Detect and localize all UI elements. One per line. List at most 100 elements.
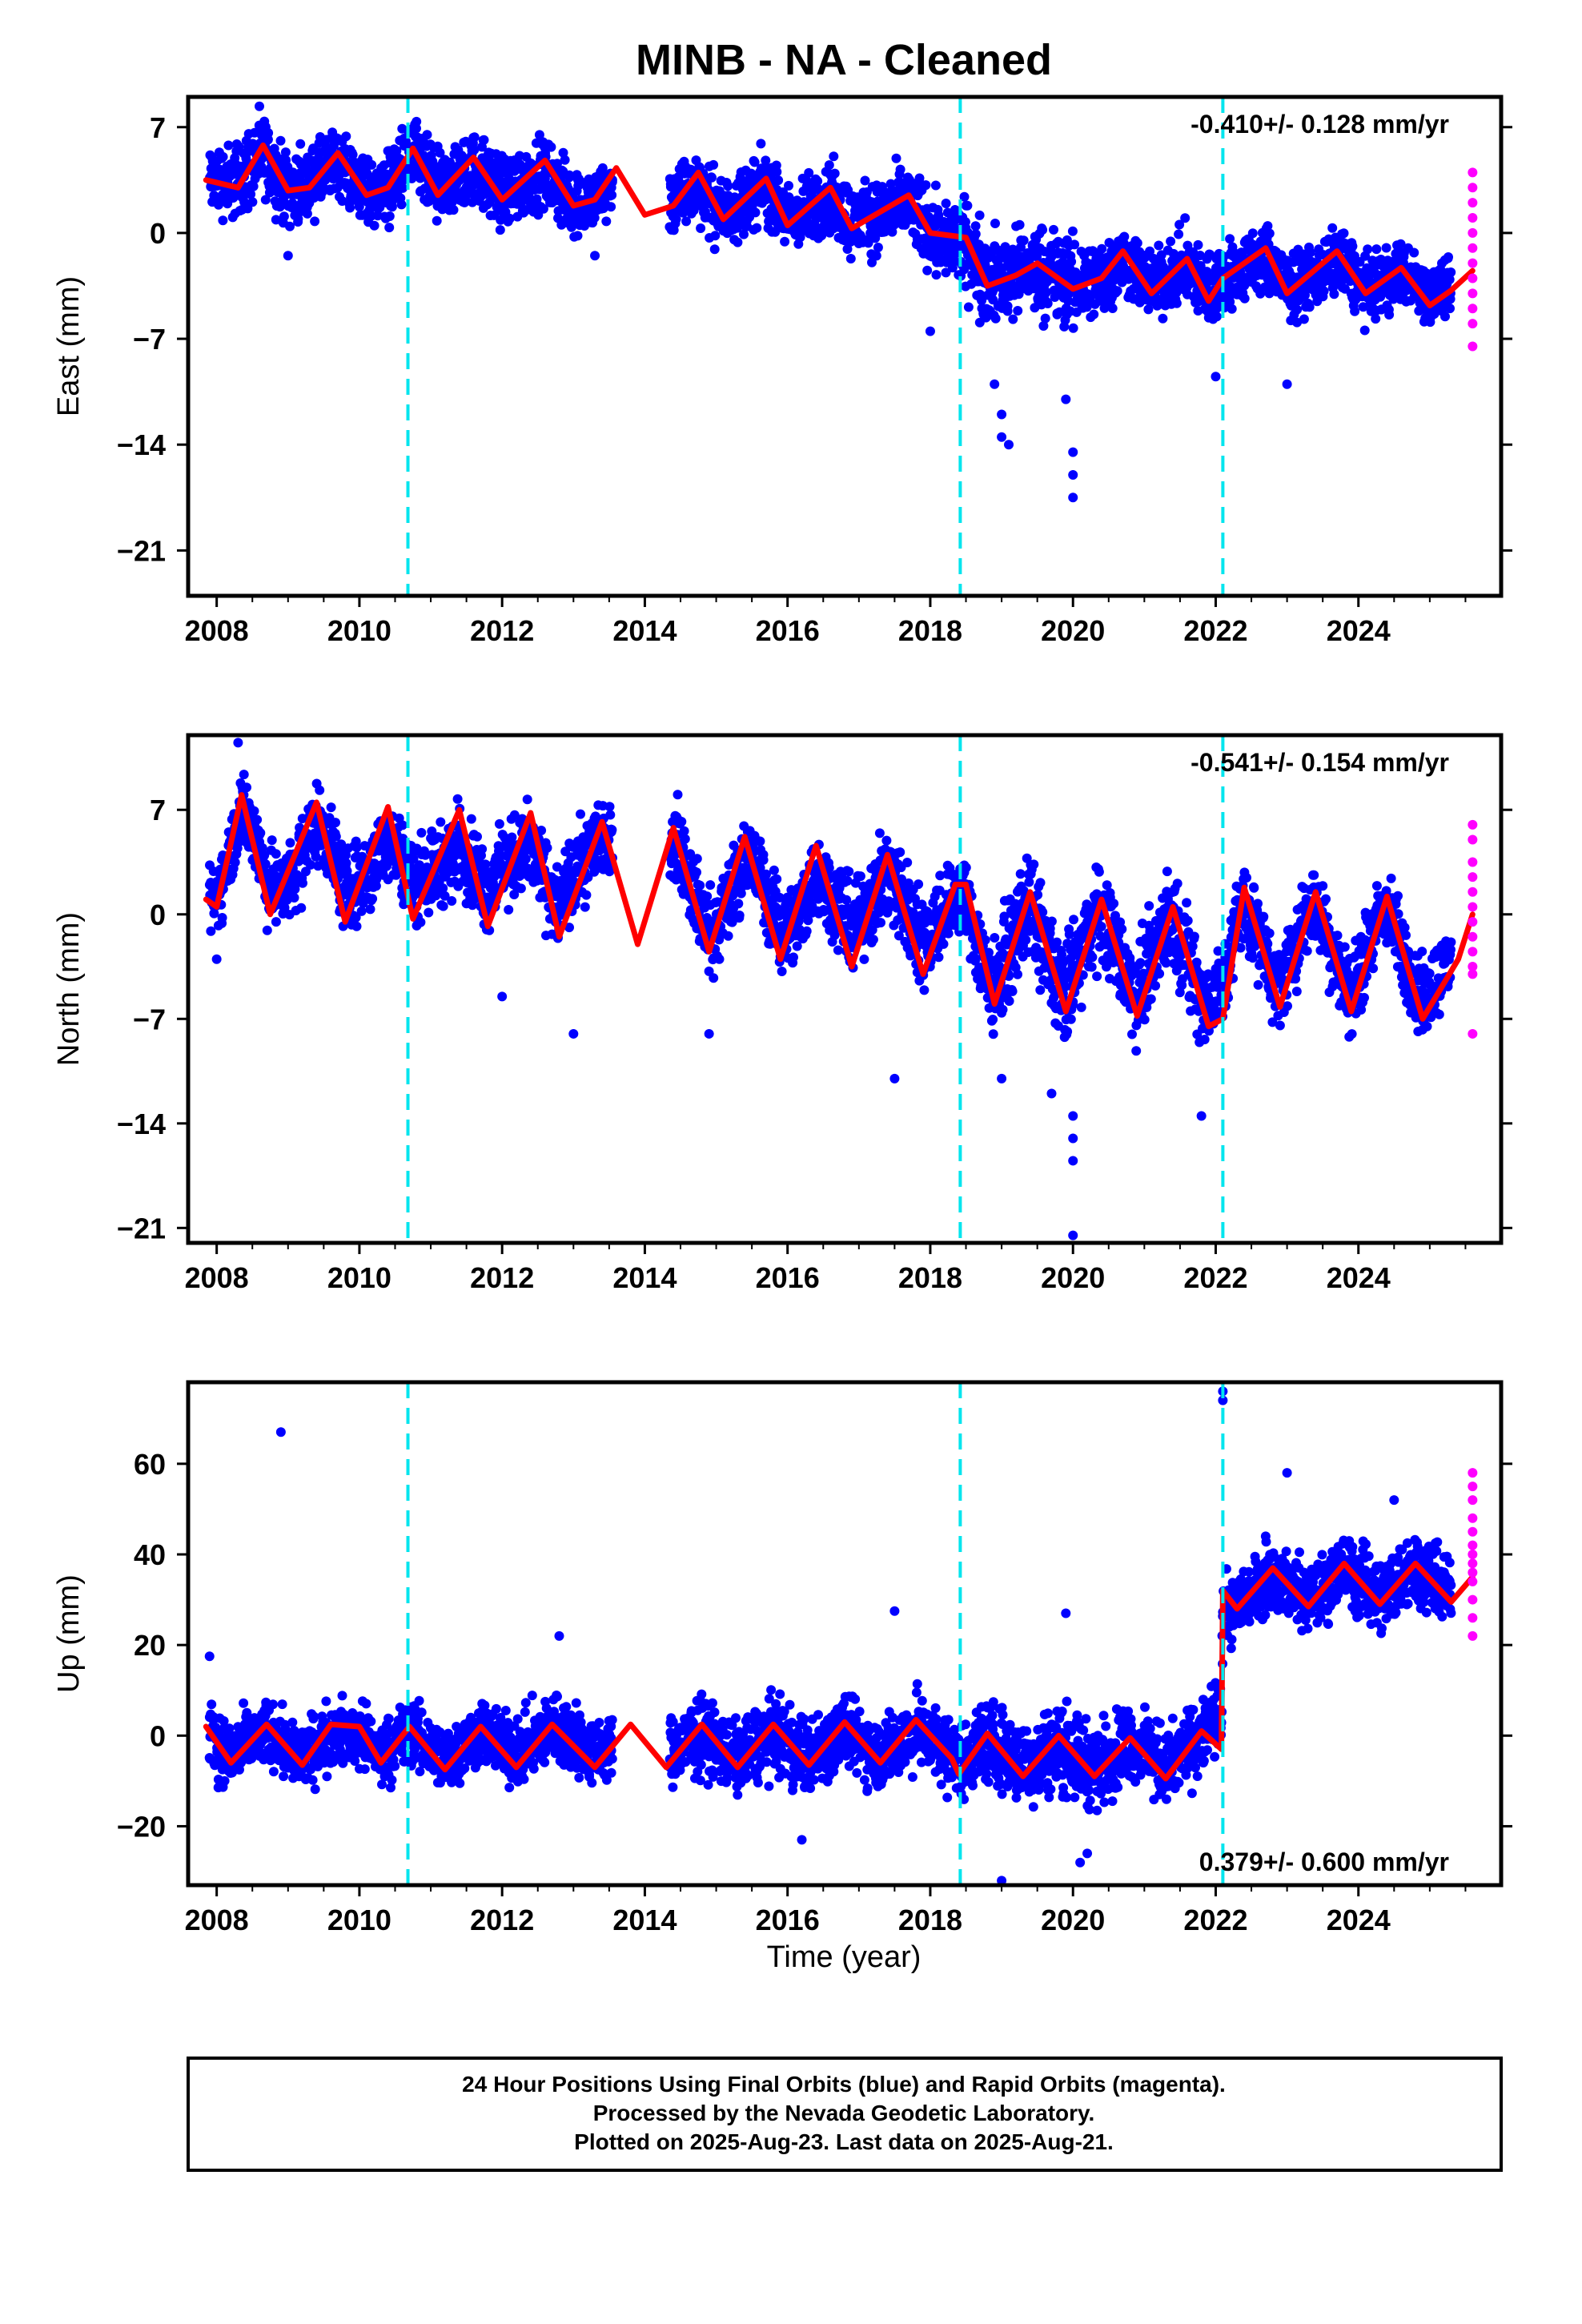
outlier-point (1061, 394, 1071, 404)
final-orbit-point (326, 802, 336, 813)
final-orbit-point (279, 211, 289, 222)
final-orbit-point (387, 202, 397, 212)
panel-frame (186, 94, 1504, 598)
final-orbit-point (384, 223, 395, 233)
final-orbit-point (1371, 314, 1381, 324)
x-tick-label: 2012 (470, 614, 534, 647)
final-orbit-point (681, 216, 692, 227)
final-orbit-point (552, 862, 562, 872)
final-orbit-point (1032, 251, 1042, 262)
y-tick-label: 7 (150, 111, 166, 144)
final-orbit-point (1319, 286, 1329, 296)
final-orbit-point (885, 179, 896, 189)
final-orbit-point (472, 831, 482, 842)
final-orbit-point (817, 231, 827, 241)
final-orbit-point (990, 313, 1001, 324)
final-orbit-point (337, 196, 347, 206)
final-orbit-point (280, 147, 291, 158)
final-orbit-point (412, 123, 421, 134)
final-orbit-point (1363, 244, 1373, 255)
final-orbit-point (705, 880, 716, 891)
final-orbit-point (469, 145, 480, 155)
final-orbit-point (934, 210, 944, 220)
final-orbit-point (263, 128, 274, 138)
outlier-point (997, 432, 1007, 442)
y-tick-label: −14 (117, 428, 166, 461)
final-orbit-point (295, 822, 305, 833)
outlier-point (590, 251, 600, 261)
final-orbit-point (424, 907, 434, 918)
final-orbit-point (931, 270, 942, 280)
final-orbit-point (1042, 299, 1053, 308)
final-orbit-point (262, 925, 272, 935)
final-orbit-point (1050, 292, 1060, 302)
final-orbit-point (1347, 241, 1358, 251)
rapid-orbit-point (1468, 273, 1478, 283)
rapid-orbit-point (1468, 288, 1478, 299)
final-orbit-point (773, 175, 784, 186)
final-orbit-point (1263, 221, 1273, 231)
final-orbit-point (432, 215, 442, 226)
final-orbit-point (542, 842, 552, 853)
final-orbit-point (495, 225, 505, 235)
final-orbit-point (673, 790, 683, 800)
final-orbit-point (1445, 304, 1455, 314)
final-orbit-point (428, 156, 438, 167)
final-orbit-point (342, 866, 352, 876)
final-orbit-point (310, 216, 320, 227)
final-orbit-point (761, 155, 771, 166)
final-orbit-point (331, 831, 341, 842)
final-orbit-point (877, 182, 887, 192)
final-orbit-point (297, 814, 307, 824)
final-orbit-point (1227, 304, 1237, 314)
final-orbit-point (1247, 228, 1258, 239)
final-orbit-point (1239, 293, 1250, 304)
final-orbit-point (941, 199, 951, 208)
final-orbit-point (398, 183, 408, 193)
rapid-orbit-point (1468, 183, 1478, 193)
final-orbit-point (1040, 313, 1050, 324)
final-orbit-point (607, 825, 617, 835)
final-orbit-point (606, 202, 616, 212)
final-orbit-point (1038, 321, 1049, 331)
final-orbit-point (315, 785, 325, 795)
final-orbit-point (887, 227, 897, 237)
final-orbit-point (564, 172, 575, 183)
x-tick-label: 2020 (1041, 614, 1105, 647)
final-orbit-point (1304, 302, 1315, 312)
rapid-orbit-point (1468, 213, 1478, 223)
rapid-orbit-point (1468, 341, 1478, 352)
x-tick-label: 2008 (185, 614, 249, 647)
final-orbit-point (1049, 224, 1058, 235)
final-orbit-point (974, 210, 985, 220)
final-orbit-point (1193, 239, 1203, 250)
final-orbit-point (546, 142, 556, 152)
final-orbit-point (217, 913, 227, 923)
final-orbit-point (1070, 239, 1080, 250)
final-orbit-point (436, 817, 446, 827)
final-orbit-point (1358, 302, 1368, 312)
final-orbit-point (435, 147, 445, 158)
final-orbit-point (605, 810, 616, 820)
final-orbit-point (369, 220, 379, 231)
final-orbit-point (696, 223, 706, 233)
final-orbit-point (1014, 219, 1025, 230)
rapid-orbit-point (1468, 258, 1478, 268)
y-tick-label: 0 (150, 217, 166, 250)
final-orbit-point (412, 116, 422, 127)
final-orbit-point (990, 219, 1000, 228)
final-orbit-point (739, 229, 749, 239)
final-orbit-points (204, 738, 1456, 1240)
final-orbit-point (305, 859, 315, 870)
final-orbit-point (707, 172, 717, 183)
final-orbit-point (275, 135, 286, 146)
final-orbit-point (509, 890, 520, 899)
final-orbit-point (702, 891, 713, 902)
x-tick-label: 2010 (327, 614, 391, 647)
outlier-point (1068, 469, 1078, 480)
final-orbit-point (242, 782, 251, 793)
rapid-orbit-point (1468, 304, 1478, 314)
panel-east: 2008 2010 2012 2014 2016 2018 2020 2022 202470−7… (52, 94, 1512, 647)
final-orbit-point (345, 203, 355, 213)
final-orbit-point (607, 190, 617, 200)
